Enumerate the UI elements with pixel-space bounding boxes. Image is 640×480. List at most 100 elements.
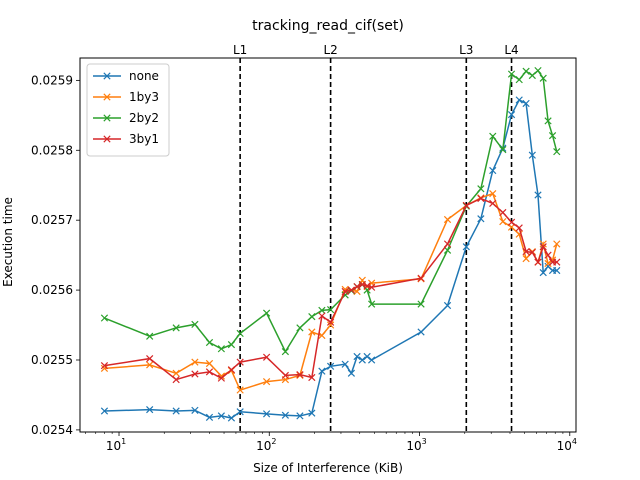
legend-marker-3by1 (103, 135, 111, 143)
series-point-1by3 (522, 255, 530, 263)
vline-label-L1: L1 (233, 43, 247, 57)
series-point-3by1 (477, 194, 485, 203)
series-point-none (528, 151, 536, 159)
series-point-3by1 (443, 240, 452, 248)
series-point-3by1 (353, 282, 361, 291)
series-point-2by2 (507, 70, 516, 78)
series-point-1by3 (443, 215, 452, 224)
series-point-2by2 (477, 185, 485, 193)
y-tick-label-0: 0.0254 (31, 423, 73, 437)
series-point-1by3 (146, 361, 154, 369)
series-point-none (281, 411, 290, 419)
series-point-none (507, 110, 516, 119)
x-tick-label-2: 103 (406, 437, 426, 453)
series-point-none (363, 352, 371, 361)
legend-marker-2by2 (103, 114, 111, 122)
series-point-none (205, 413, 214, 421)
x-tick-base-3: 10 (557, 439, 572, 453)
legend-label-1by3: 1by3 (129, 90, 159, 104)
series-point-3by1 (318, 312, 326, 320)
x-tick-label-1: 102 (256, 437, 276, 453)
series-point-none (146, 406, 154, 414)
axes-frame (79, 57, 577, 433)
series-point-3by1 (217, 374, 225, 382)
series-point-2by2 (544, 117, 552, 125)
series-point-1by3 (191, 358, 199, 366)
series-point-none (191, 406, 199, 414)
series-point-2by2 (326, 306, 335, 314)
series-point-none (326, 362, 335, 370)
series-point-3by1 (146, 354, 154, 363)
series-point-2by2 (553, 148, 561, 156)
series-point-3by1 (553, 258, 561, 266)
series-point-none (443, 301, 452, 310)
series-point-2by2 (539, 74, 547, 82)
series-point-2by2 (262, 309, 271, 317)
vline-label-L3: L3 (459, 43, 473, 57)
series-point-none (318, 367, 326, 375)
series-point-1by3 (172, 369, 180, 377)
series-point-3by1 (417, 274, 425, 282)
series-point-none (417, 328, 425, 336)
series-point-1by3 (544, 259, 552, 268)
series-point-1by3 (539, 240, 547, 248)
series-point-1by3 (262, 378, 271, 386)
series-point-1by3 (205, 359, 214, 368)
series-point-1by3 (308, 328, 316, 336)
series-point-2by2 (417, 300, 425, 308)
series-point-1by3 (100, 364, 109, 373)
series-point-none (262, 410, 271, 418)
series-point-3by1 (368, 283, 376, 291)
series-point-3by1 (507, 218, 516, 226)
legend-label-none: none (129, 69, 159, 83)
series-point-3by1 (347, 286, 356, 294)
series-point-1by3 (236, 386, 244, 394)
series-point-none (227, 414, 236, 422)
series-point-2by2 (236, 329, 244, 338)
vline-label-L2: L2 (323, 43, 337, 57)
series-point-3by1 (528, 248, 536, 256)
series-point-2by2 (296, 324, 304, 332)
series-point-1by3 (489, 189, 497, 198)
series-point-2by2 (308, 313, 316, 321)
series-point-2by2 (443, 246, 452, 254)
series-point-3by1 (172, 375, 180, 384)
series-point-3by1 (236, 358, 244, 366)
legend-label-2by2: 2by2 (129, 111, 159, 125)
series-point-2by2 (172, 324, 180, 332)
y-tick-label-1: 0.0255 (31, 353, 73, 367)
series-point-3by1 (100, 361, 109, 370)
series-point-2by2 (548, 131, 557, 140)
series-point-none (462, 243, 470, 251)
series-point-2by2 (227, 340, 236, 349)
series-point-3by1 (363, 282, 371, 290)
x-tick-exponent-0: 1 (121, 437, 126, 446)
series-point-3by1 (462, 201, 470, 210)
series-point-none (353, 352, 361, 361)
series-point-2by2 (191, 320, 199, 328)
series-point-2by2 (318, 306, 326, 314)
series-point-3by1 (539, 243, 547, 251)
x-tick-base-0: 10 (106, 439, 121, 453)
chart-title: tracking_read_cif(set) (252, 18, 404, 34)
series-point-2by2 (534, 66, 542, 75)
series-point-none (358, 356, 366, 364)
series-point-1by3 (217, 372, 225, 380)
series-point-3by1 (515, 224, 523, 232)
series-point-none (539, 268, 547, 277)
y-tick-label-4: 0.0258 (31, 143, 73, 157)
x-tick-exponent-1: 2 (271, 437, 276, 446)
series-point-none (308, 409, 316, 417)
series-point-3by1 (281, 371, 290, 380)
series-point-2by2 (368, 300, 376, 308)
legend-label-3by1: 3by1 (129, 132, 159, 146)
series-point-1by3 (553, 240, 561, 248)
series-point-none (296, 412, 304, 420)
y-tick-label-3: 0.0257 (31, 213, 73, 227)
series-point-2by2 (515, 76, 523, 84)
series-point-2by2 (522, 67, 530, 75)
series-point-none (522, 99, 530, 108)
series-point-2by2 (100, 314, 109, 322)
